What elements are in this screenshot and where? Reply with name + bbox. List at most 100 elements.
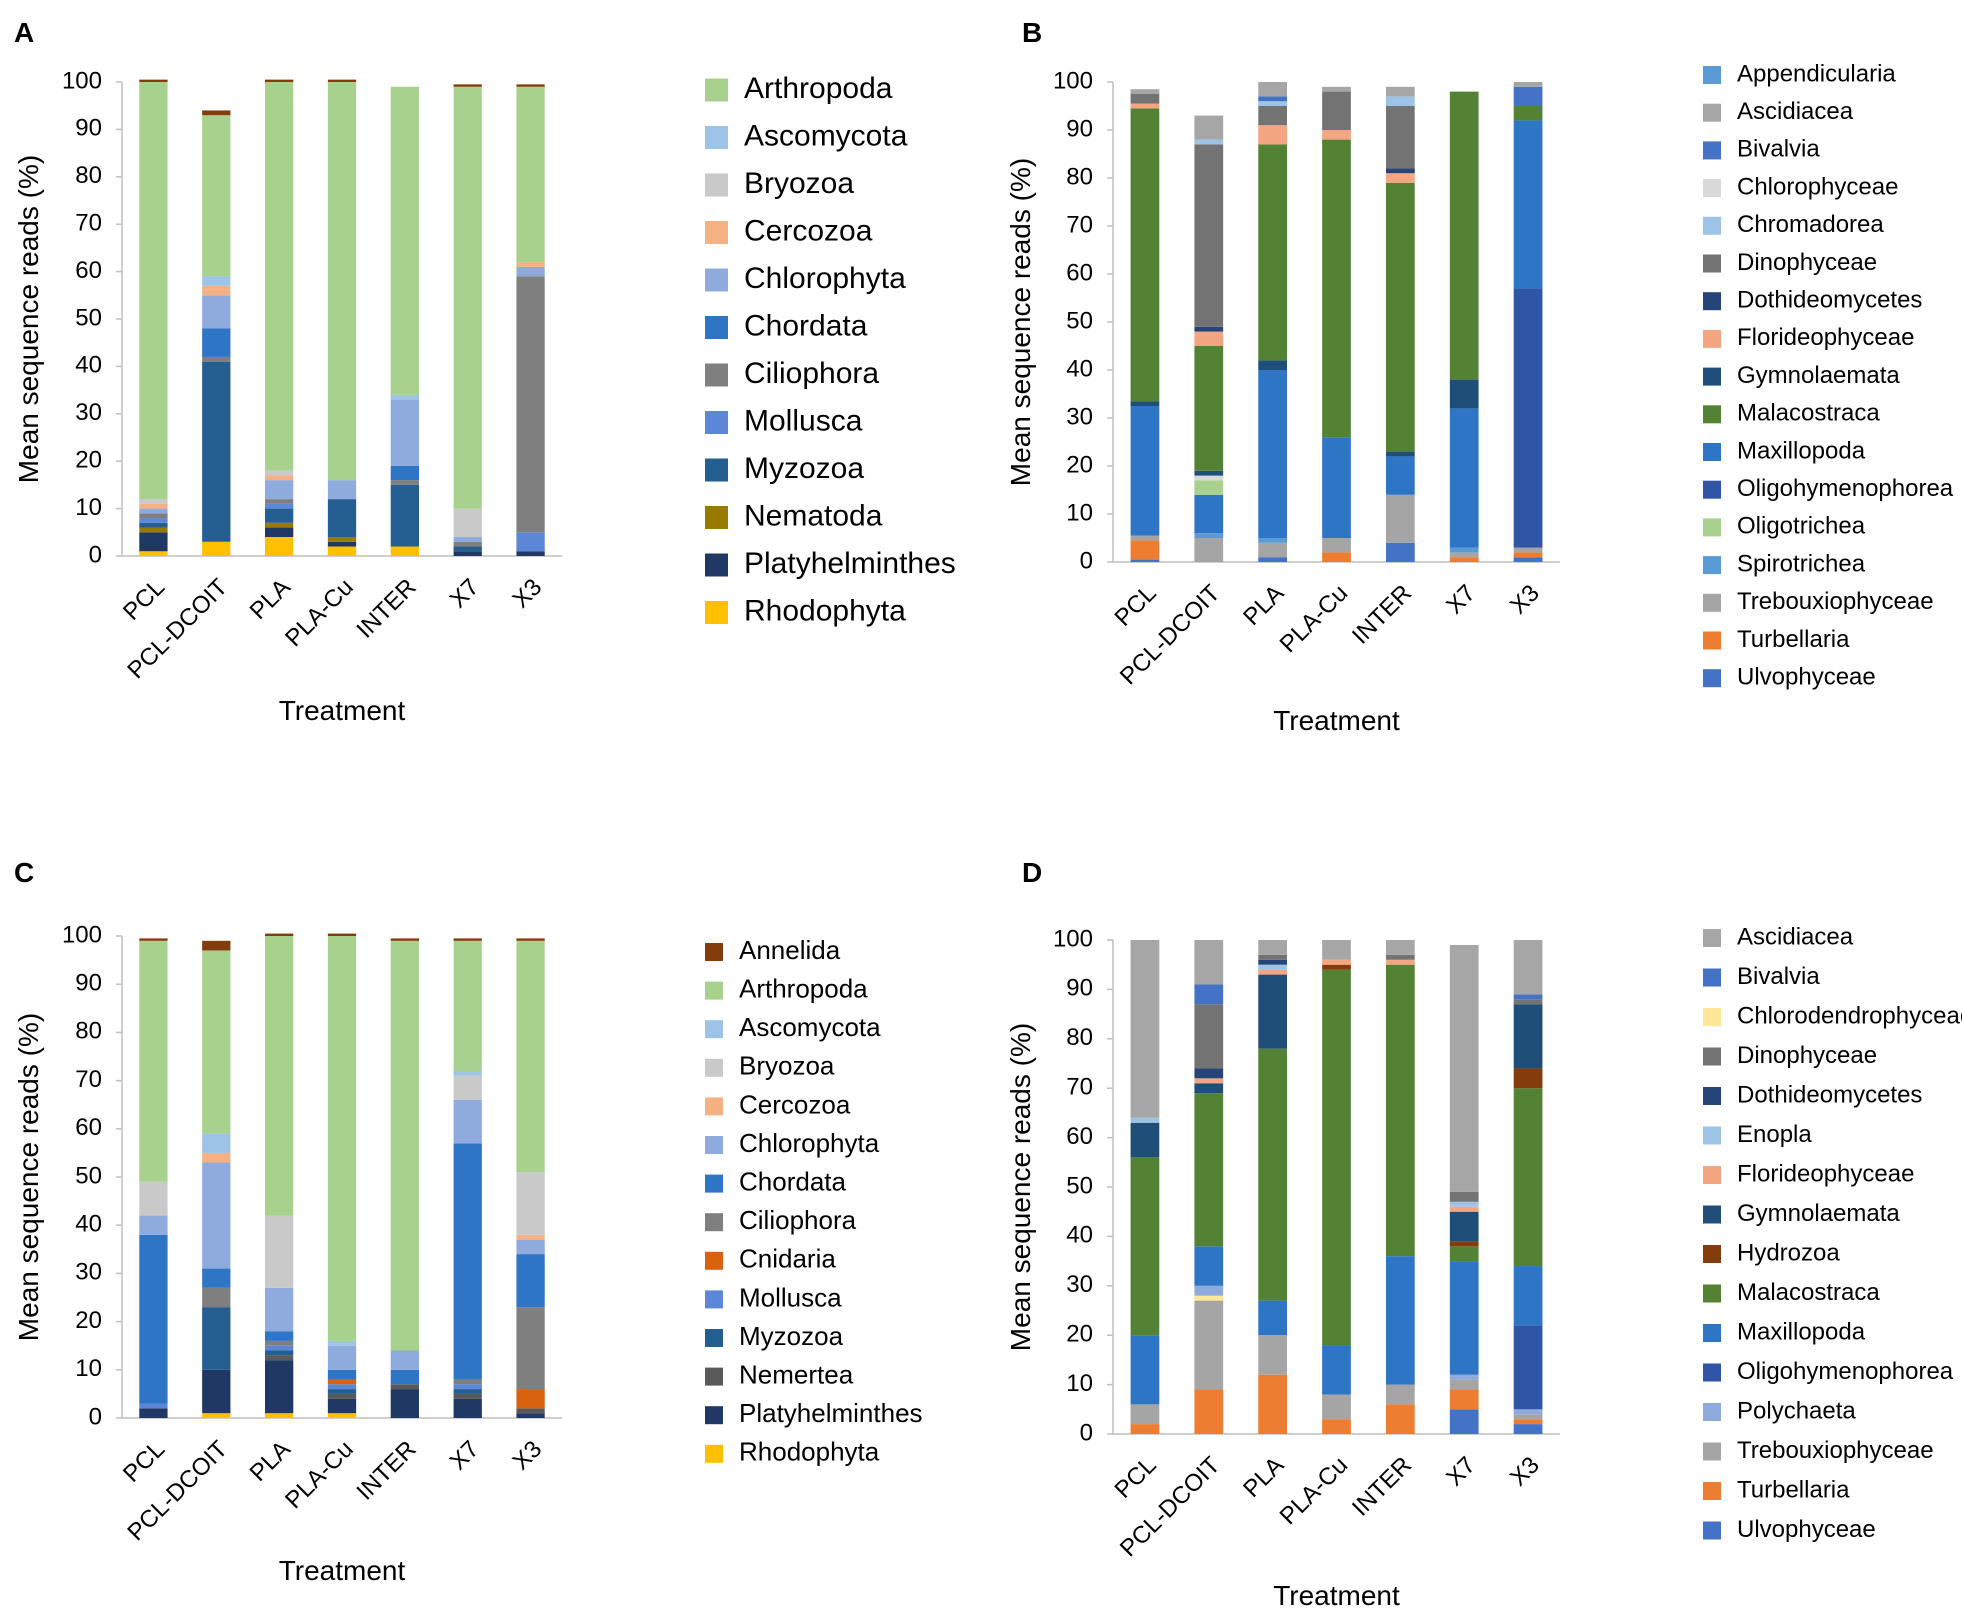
bar-pcl-dcoit-dothideomycetes xyxy=(1194,326,1224,332)
bar-pcl-dcoit-ciliophora xyxy=(202,1287,231,1308)
bar-pla-cu-trebouxiophyceae xyxy=(1322,538,1351,553)
bar-pcl-cercozoa xyxy=(139,503,168,509)
bar-pla-gymnolaemata xyxy=(1258,360,1288,370)
y-tick-label: 20 xyxy=(75,1307,102,1334)
legend-swatch-turbellaria xyxy=(1703,1482,1721,1500)
panel-d: D 0 10 20 30 40 50 60 70 80 90 100 Mean sequence rea… xyxy=(1005,857,1962,1611)
bar-pla-cu-florideophyceae xyxy=(1322,130,1351,140)
x-axis-title: Treatment xyxy=(1273,1580,1400,1611)
legend-swatch-platyhelminthes xyxy=(705,553,728,577)
bar-pcl-dcoit-myzozoa xyxy=(202,361,231,542)
bar-x7-platyhelminthes xyxy=(453,551,482,556)
legend-label-bryozoa: Bryozoa xyxy=(744,167,854,200)
bar-pla-trebouxiophyceae xyxy=(1258,542,1288,558)
bar-pla-trebouxiophyceae xyxy=(1258,1335,1288,1375)
legend-label-rhodophyta: Rhodophyta xyxy=(744,594,906,627)
bar-inter-trebouxiophyceae xyxy=(1385,1384,1415,1405)
bar-pla-cu-turbellaria xyxy=(1322,1419,1351,1434)
legend-swatch-trebouxiophyceae xyxy=(1703,593,1721,612)
bar-pcl-dcoit-ascidiacea xyxy=(1194,115,1224,140)
legend-swatch-gymnolaemata xyxy=(1703,1205,1721,1224)
bar-inter-dinophyceae xyxy=(1385,954,1415,960)
x-axis-title: Treatment xyxy=(1273,705,1400,736)
bar-pcl-dcoit-gymnolaemata xyxy=(1194,1083,1224,1094)
legend-swatch-gymnolaemata xyxy=(1703,367,1721,386)
bar-pla-arthropoda xyxy=(265,936,294,1216)
bar-x7-mollusca xyxy=(453,1384,482,1390)
legend-swatch-bivalvia xyxy=(1703,141,1721,160)
bar-x7-maxillopoda xyxy=(1449,408,1479,548)
legend-label-ciliophora: Ciliophora xyxy=(744,357,879,390)
x-tick-label: PLA xyxy=(245,1436,296,1487)
bar-x3-bryozoa xyxy=(516,1172,545,1235)
legend-swatch-platyhelminthes xyxy=(705,1406,723,1425)
legend-label-bivalvia: Bivalvia xyxy=(1737,136,1820,163)
bar-x3-oligohymenophorea xyxy=(1513,1325,1543,1410)
bar-x3-other xyxy=(516,84,545,87)
bar-pla-cu-chlorophyta xyxy=(327,1345,357,1370)
bar-x3-malacostraca xyxy=(1513,1088,1543,1267)
legend-swatch-chlorophyta xyxy=(705,1136,723,1154)
bar-pcl-dcoit-chlorophyceae xyxy=(1194,475,1224,481)
bar-pla-cu-rhodophyta xyxy=(327,1413,357,1418)
bar-pcl-dcoit-ciliophora xyxy=(202,356,231,362)
y-axis-title: Mean sequence reads (%) xyxy=(1005,158,1036,486)
bar-inter-chordata xyxy=(390,465,419,481)
x-tick-label: X3 xyxy=(1505,1452,1545,1492)
bar-x7-arthropoda xyxy=(453,940,482,1071)
legend-swatch-oligotrichea xyxy=(1703,518,1721,537)
bar-pcl-rhodophyta xyxy=(139,551,168,556)
bar-pcl-gymnolaemata xyxy=(1130,401,1160,406)
bar-pla-cu-myzozoa xyxy=(327,1389,357,1394)
x-tick-label: INTER xyxy=(1347,1452,1417,1522)
bar-x3-ciliophora xyxy=(516,1307,545,1390)
legend-label-florideophyceae: Florideophyceae xyxy=(1737,1160,1914,1187)
legend-label-ulvophyceae: Ulvophyceae xyxy=(1737,1516,1876,1543)
bar-pcl-dcoit-chordata xyxy=(202,328,231,357)
y-tick-label: 100 xyxy=(1053,925,1093,952)
legend-swatch-cercozoa xyxy=(705,1097,723,1116)
bar-pla-spirotrichea xyxy=(1258,538,1288,543)
bar-pcl-chlorophyta xyxy=(139,1215,168,1235)
bar-pla-cu-malacostraca xyxy=(1322,969,1351,1346)
bar-pcl-dcoit-bivalvia xyxy=(1194,984,1224,1005)
legend-swatch-cnidaria xyxy=(705,1251,723,1270)
legend-swatch-ascomycota xyxy=(705,126,728,149)
y-tick-label: 70 xyxy=(75,1066,102,1093)
legend-swatch-maxillopoda xyxy=(1703,1324,1721,1342)
bar-pla-cu-mollusca xyxy=(327,1384,357,1390)
bar-pla-mollusca xyxy=(265,1345,294,1351)
bar-pcl-dcoit-other xyxy=(202,110,231,116)
bar-x7-nemertea xyxy=(453,1393,482,1399)
legend-label-platyhelminthes: Platyhelminthes xyxy=(744,547,956,580)
bar-x3-turbellaria xyxy=(1513,552,1543,558)
bar-pcl-dcoit-chromadorea xyxy=(1194,139,1224,145)
bar-pcl-ulvophyceae xyxy=(1130,559,1160,562)
legend-label-ulvophyceae: Ulvophyceae xyxy=(1737,664,1876,691)
bar-pcl-dcoit-trebouxiophyceae xyxy=(1194,1300,1224,1390)
bar-inter-myzozoa xyxy=(390,484,419,547)
bar-pcl-chordata xyxy=(139,1234,168,1404)
x-tick-label: X3 xyxy=(507,1436,547,1476)
bar-pla-chordata xyxy=(265,1331,294,1341)
bar-pcl-dcoit-annelida xyxy=(202,940,231,951)
legend-swatch-ulvophyceae xyxy=(1703,669,1721,688)
bar-pcl-dcoit-cercozoa xyxy=(202,1152,231,1163)
legend-label-dothideomycetes: Dothideomycetes xyxy=(1737,1081,1922,1108)
bar-x3-annelida xyxy=(516,938,545,941)
legend-label-ascidiacea: Ascidiacea xyxy=(1737,923,1854,950)
y-tick-label: 40 xyxy=(1066,355,1093,382)
bar-x3-maxillopoda xyxy=(1513,1266,1543,1326)
legend-label-trebouxiophyceae: Trebouxiophyceae xyxy=(1737,1437,1934,1464)
x-tick-label: PCL xyxy=(1110,1452,1162,1504)
bar-pcl-arthropoda xyxy=(139,940,168,1182)
bar-x3-dinophyceae xyxy=(1513,999,1543,1005)
bar-x7-trebouxiophyceae xyxy=(1449,1379,1479,1390)
bar-inter-arthropoda xyxy=(390,940,419,1351)
bar-pcl-dcoit-arthropoda xyxy=(202,950,231,1134)
y-tick-label: 20 xyxy=(75,447,102,474)
legend-label-chlorophyta: Chlorophyta xyxy=(744,262,906,295)
bar-pcl-platyhelminthes xyxy=(139,1408,168,1418)
